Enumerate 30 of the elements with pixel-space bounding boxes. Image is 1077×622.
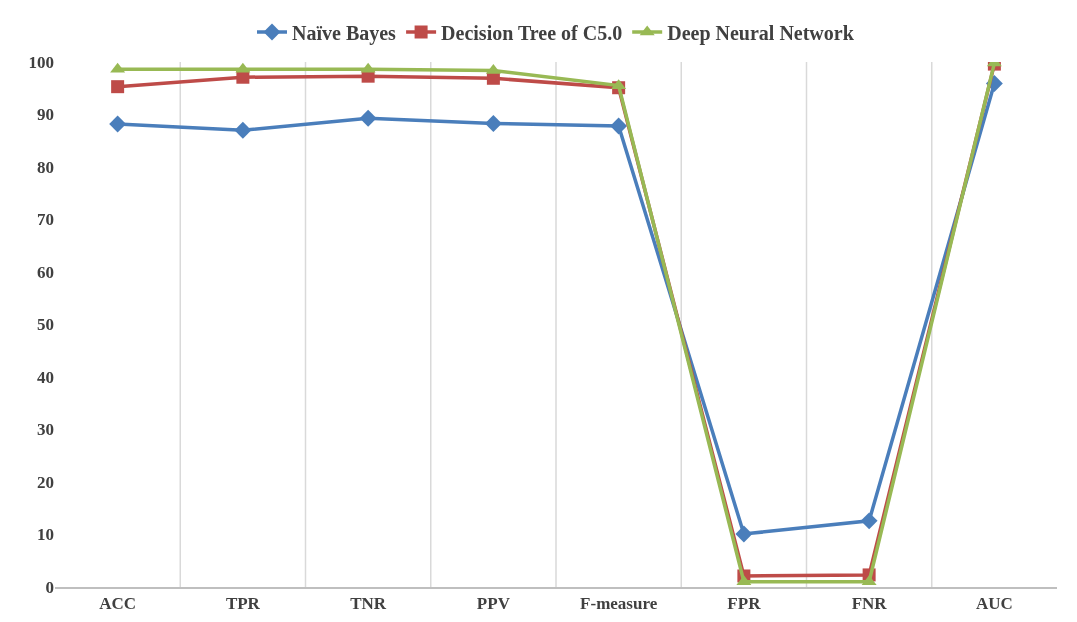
y-tick-label: 80 (37, 157, 54, 177)
point (610, 117, 628, 135)
x-tick-label: FPR (727, 594, 762, 614)
point (234, 121, 252, 139)
y-tick-label: 60 (37, 262, 54, 282)
x-tick-label: F-measure (580, 594, 658, 614)
y-tick-label: 0 (45, 577, 54, 597)
point (111, 80, 125, 94)
point (735, 525, 753, 543)
point (860, 512, 878, 530)
y-tick-label: 90 (37, 105, 54, 125)
y-tick-label: 10 (37, 525, 54, 545)
y-tick-label: 100 (28, 52, 54, 72)
point (109, 115, 127, 133)
y-tick-label: 30 (37, 420, 54, 440)
y-tick-label: 20 (37, 472, 54, 492)
x-tick-label: TNR (350, 594, 387, 614)
y-tick-label: 40 (37, 367, 54, 387)
legend-label: Deep Neural Network (667, 21, 855, 45)
x-tick-label: PPV (476, 594, 511, 614)
x-tick-label: TPR (225, 594, 261, 614)
point (359, 109, 377, 127)
legend-label: Naïve Bayes (292, 21, 397, 45)
x-tick-label: ACC (99, 594, 137, 614)
x-tick-label: FNR (851, 594, 888, 614)
y-tick-label: 50 (37, 315, 54, 335)
point (484, 114, 502, 132)
legend-label: Decision Tree of C5.0 (441, 21, 623, 44)
y-tick-label: 70 (37, 210, 54, 230)
x-tick-label: AUC (975, 594, 1013, 614)
